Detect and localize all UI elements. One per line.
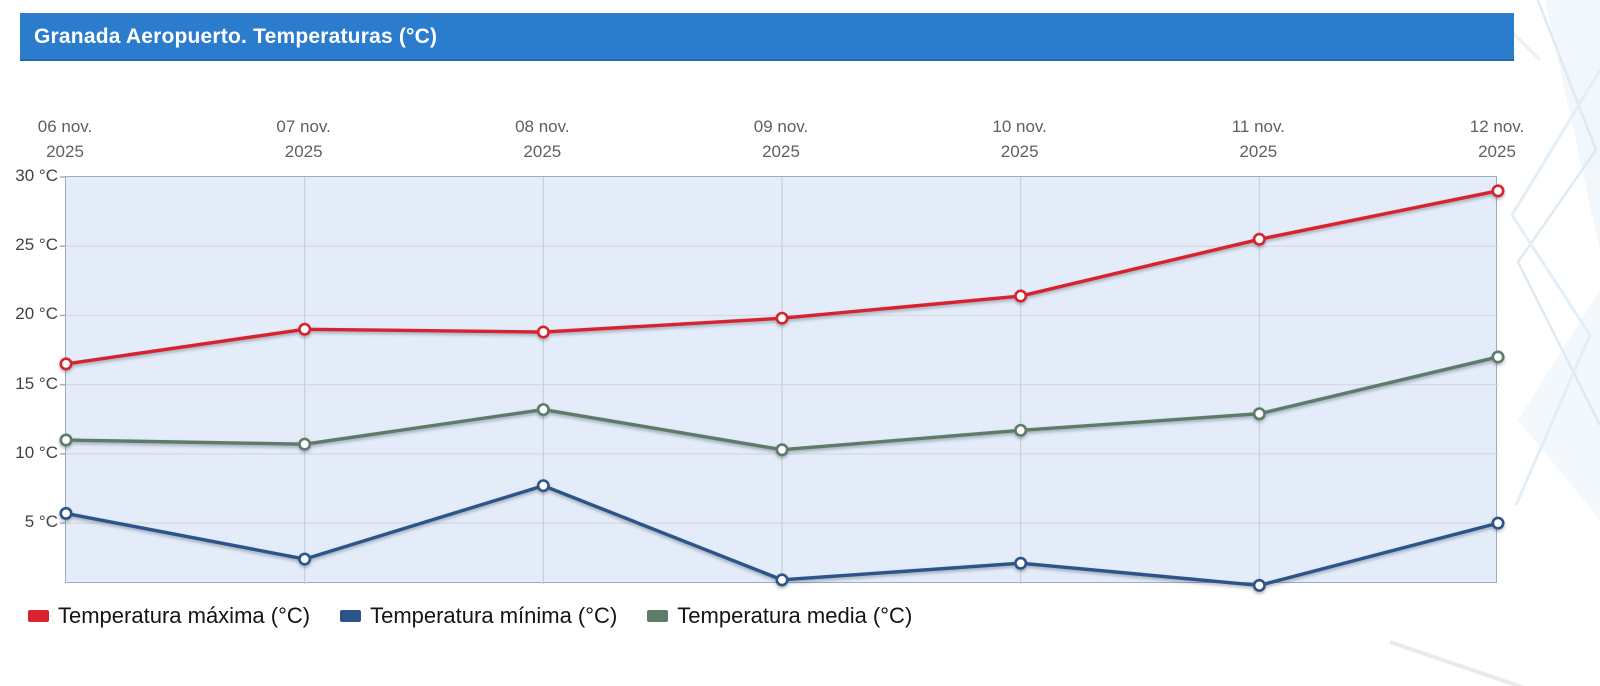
min-temp-point-07-nov-[interactable] xyxy=(298,552,312,566)
x-axis-label-date: 11 nov. xyxy=(1231,117,1285,136)
x-axis-label-year: 2025 xyxy=(762,142,800,161)
x-axis-label-date: 12 nov. xyxy=(1469,117,1525,136)
y-axis-labels: 30 °C 25 °C 20 °C 15 °C 10 °C 5 °C xyxy=(0,0,62,686)
x-axis-label: 11 nov. 2025 xyxy=(1188,114,1328,164)
y-axis-tick-label: 25 °C xyxy=(15,235,58,255)
x-axis-label: 10 nov. 2025 xyxy=(950,114,1090,164)
x-axis-label: 08 nov. 2025 xyxy=(472,114,612,164)
x-axis-label: 07 nov. 2025 xyxy=(234,114,374,164)
max-temp-swatch-icon xyxy=(28,610,49,622)
min-temp-point-12-nov-[interactable] xyxy=(1491,516,1505,530)
y-axis-tick-label: 30 °C xyxy=(15,166,58,185)
legend-label-max-temp: Temperatura máxima (°C) xyxy=(58,603,311,628)
y-axis-tick-label: 5 °C xyxy=(24,512,58,532)
max-temp-point-08-nov-[interactable] xyxy=(536,325,550,339)
x-axis-label-year: 2025 xyxy=(284,142,323,161)
plot-area xyxy=(59,176,1505,592)
x-axis-labels: 06 nov. 2025 07 nov. 2025 08 nov. 2025 09 nov.… xyxy=(0,114,1600,172)
x-axis-label-date: 09 nov. xyxy=(753,117,809,136)
x-axis-label-year: 2025 xyxy=(46,142,84,161)
chart-title-bar: Granada Aeropuerto. Temperaturas (°C) xyxy=(20,13,1514,61)
avg-temp-point-06-nov-[interactable] xyxy=(59,433,73,447)
avg-temp-swatch-icon xyxy=(647,610,669,622)
y-axis-tick-label: 15 °C xyxy=(15,373,58,393)
legend-label-min-temp: Temperatura mínima (°C) xyxy=(370,603,618,628)
x-axis-label-year: 2025 xyxy=(1000,142,1039,161)
avg-temp-point-11-nov-[interactable] xyxy=(1252,407,1266,421)
avg-temp-point-09-nov-[interactable] xyxy=(775,443,789,457)
y-axis-tick-label: 20 °C xyxy=(15,304,58,324)
x-axis-label: 06 nov. 2025 xyxy=(0,114,135,164)
avg-temp-series xyxy=(59,350,1505,457)
min-temp-point-11-nov-[interactable] xyxy=(1252,578,1266,592)
max-temp-point-11-nov-[interactable] xyxy=(1252,232,1266,246)
legend-label-avg-temp: Temperatura media (°C) xyxy=(677,603,913,628)
avg-temp-point-08-nov-[interactable] xyxy=(536,403,550,417)
chart-title: Granada Aeropuerto. Temperaturas (°C) xyxy=(34,25,438,48)
max-temp-point-07-nov-[interactable] xyxy=(298,322,312,336)
chart-legend: Temperatura máxima (°C) Temperatura míni… xyxy=(28,601,912,631)
x-axis-label-date: 08 nov. xyxy=(515,117,570,136)
x-axis-label-date: 07 nov. xyxy=(276,117,331,136)
avg-temp-point-12-nov-[interactable] xyxy=(1491,350,1505,364)
legend-item-max-temp[interactable]: Temperatura máxima (°C) xyxy=(28,603,310,629)
legend-item-min-temp[interactable]: Temperatura mínima (°C) xyxy=(340,603,617,629)
legend-item-avg-temp[interactable]: Temperatura media (°C) xyxy=(647,603,912,629)
min-temp-point-09-nov-[interactable] xyxy=(775,573,789,587)
max-temp-series xyxy=(59,184,1505,371)
x-axis-label-date: 06 nov. xyxy=(37,117,93,136)
chart-canvas xyxy=(59,176,1505,592)
min-temp-swatch-icon xyxy=(340,610,362,622)
x-axis-label: 09 nov. 2025 xyxy=(711,114,851,164)
x-axis-label: 12 nov. 2025 xyxy=(1427,114,1567,164)
max-temp-point-10-nov-[interactable] xyxy=(1014,289,1028,303)
min-temp-point-08-nov-[interactable] xyxy=(536,479,550,493)
y-axis-tick-label: 10 °C xyxy=(15,442,58,462)
x-axis-label-year: 2025 xyxy=(1478,142,1516,161)
min-temp-point-10-nov-[interactable] xyxy=(1014,556,1028,570)
min-temp-point-06-nov-[interactable] xyxy=(59,506,73,520)
min-temp-series xyxy=(59,479,1505,592)
x-axis-label-year: 2025 xyxy=(523,142,562,161)
avg-temp-point-07-nov-[interactable] xyxy=(298,437,312,451)
max-temp-point-06-nov-[interactable] xyxy=(59,357,73,371)
max-temp-point-12-nov-[interactable] xyxy=(1491,184,1505,198)
max-temp-point-09-nov-[interactable] xyxy=(775,311,789,325)
x-axis-label-date: 10 nov. xyxy=(992,117,1047,136)
avg-temp-point-10-nov-[interactable] xyxy=(1014,423,1028,437)
x-axis-label-year: 2025 xyxy=(1239,142,1278,161)
